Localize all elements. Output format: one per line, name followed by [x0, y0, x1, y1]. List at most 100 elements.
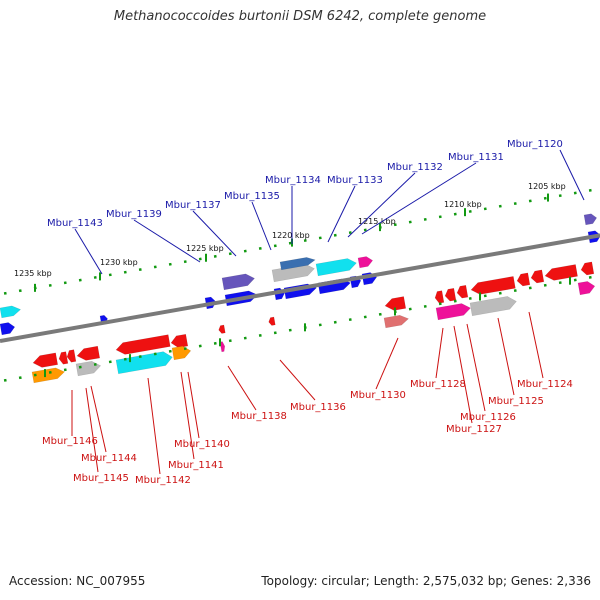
- label-leader-lines: [71, 149, 585, 475]
- bottom-gene-label: Mbur_1146: [42, 436, 98, 447]
- kbp-tick-label: 1225 kbp: [186, 244, 224, 253]
- lower-scale-dot: [378, 312, 382, 316]
- lower-scale-dot: [168, 349, 172, 353]
- lower-scale-dot: [213, 341, 217, 345]
- scale-ticks: 1235 kbp 1230 kbp 1225 kbp 1220 kbp 1215 kbp…: [3, 182, 592, 382]
- upper-scale-dot: [423, 217, 427, 221]
- upper-scale-dot: [348, 231, 352, 235]
- bottom-label-leader: [187, 371, 200, 439]
- lower-scale-dot: [108, 360, 112, 364]
- top-gene-label: Mbur_1143: [47, 218, 103, 229]
- bottom-gene-label: Mbur_1128: [410, 379, 466, 390]
- upper-scale-dot: [153, 265, 157, 269]
- gene-magenta: [357, 256, 374, 269]
- gene-red-reverse: [32, 352, 59, 368]
- lower-scale-dot: [438, 302, 442, 306]
- lower-scale-dot: [63, 368, 67, 372]
- lower-scale-dot: [123, 357, 127, 361]
- gene-red-reverse: [66, 349, 77, 363]
- lower-scale-dot: [588, 275, 592, 279]
- lower-scale-dot: [198, 344, 202, 348]
- gene-red-reverse: [434, 290, 445, 304]
- upper-scale-dot: [438, 215, 442, 219]
- lower-scale-dot: [153, 352, 157, 356]
- upper-scale-dot: [243, 249, 247, 253]
- upper-scale-dot: [528, 199, 532, 203]
- bottom-gene-label: Mbur_1124: [517, 379, 573, 390]
- lower-scale-dot: [483, 294, 487, 298]
- gene-steel: [279, 257, 316, 271]
- gene-magenta: [577, 281, 596, 296]
- top-label-leader: [559, 149, 585, 201]
- lower-scale-dot: [318, 323, 322, 327]
- bottom-gene-label: Mbur_1141: [168, 460, 224, 471]
- top-label-leader: [192, 210, 237, 257]
- gene-salmon: [383, 314, 409, 329]
- gene-red-reverse: [115, 334, 171, 355]
- bottom-label-leader: [90, 385, 107, 453]
- map-title: Methanococcoides burtonii DSM 6242, comp…: [113, 9, 487, 24]
- gene-red-reverse: [470, 276, 516, 295]
- gene-red-reverse: [384, 296, 407, 311]
- gene-red-reverse: [58, 351, 69, 365]
- kbp-tick-label: 1205 kbp: [528, 182, 566, 191]
- lower-scale-dot: [138, 355, 142, 359]
- bottom-label-leader: [497, 317, 515, 396]
- lower-scale-dot: [333, 320, 337, 324]
- top-gene-label: Mbur_1120: [507, 139, 563, 150]
- upper-scale-dot: [408, 220, 412, 224]
- upper-scale-dot: [228, 252, 232, 256]
- upper-scale-dot: [468, 210, 472, 213]
- kbp-tick-label: 1210 kbp: [444, 200, 482, 209]
- upper-scale-dot: [393, 223, 397, 227]
- upper-scale-dot: [183, 260, 187, 264]
- upper-scale-dot: [213, 254, 217, 258]
- upper-scale-dot: [18, 289, 22, 293]
- top-label-leader: [347, 172, 416, 238]
- upper-scale-dot: [78, 278, 82, 282]
- lower-scale-dot: [513, 289, 517, 293]
- upper-scale-dot: [93, 276, 97, 279]
- gene-red-small: [268, 316, 276, 326]
- lower-scale-dot: [228, 339, 232, 343]
- gene-cyan: [315, 258, 357, 277]
- gene-magenta-small: [219, 341, 226, 353]
- top-label-leader: [361, 162, 477, 235]
- upper-scale-dot: [3, 291, 7, 295]
- gene-purple: [583, 213, 598, 226]
- lower-scale-dot: [243, 336, 247, 340]
- gene-magenta: [435, 303, 471, 321]
- gene-red-reverse: [76, 345, 101, 361]
- lower-scale-dot: [78, 365, 82, 369]
- top-gene-label: Mbur_1137: [165, 200, 221, 211]
- upper-scale-dot: [453, 212, 457, 216]
- upper-scale-dot: [588, 188, 592, 192]
- lower-scale-dot: [48, 370, 52, 374]
- bottom-label-leader: [279, 359, 316, 401]
- accession-text: Accession: NC_007955: [9, 574, 146, 588]
- lower-scale-dot: [558, 281, 562, 285]
- top-gene-label: Mbur_1139: [106, 209, 162, 220]
- lower-scale-dot: [273, 331, 277, 335]
- upper-scale-dot: [198, 257, 202, 261]
- lower-scale-dot: [363, 315, 367, 319]
- kbp-tick-label: 1230 kbp: [100, 258, 138, 267]
- upper-scale-dot: [303, 239, 307, 242]
- top-label-leader: [251, 201, 272, 251]
- lower-scale-dot: [183, 347, 187, 351]
- gene-grey: [469, 296, 517, 317]
- lower-scale-dot: [528, 286, 532, 290]
- upper-scale-dot: [258, 246, 262, 250]
- upper-scale-dot: [273, 244, 277, 248]
- upper-scale-dot: [288, 241, 292, 245]
- lower-scale-dot: [423, 304, 427, 308]
- gene-cyan: [0, 305, 22, 319]
- gene-orange: [171, 345, 192, 361]
- top-gene-label: Mbur_1133: [327, 175, 383, 186]
- top-label-leader: [133, 219, 201, 263]
- bottom-label-leader: [227, 365, 257, 411]
- upper-scale-dot: [123, 270, 127, 274]
- upper-scale-dot: [333, 233, 337, 237]
